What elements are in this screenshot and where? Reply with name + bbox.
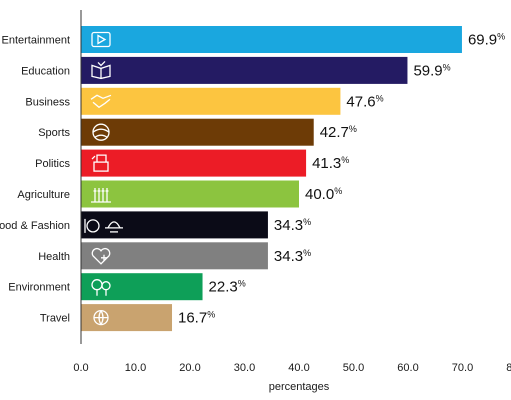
category-label: Sports: [38, 127, 70, 139]
x-tick-label: 20.0: [179, 362, 200, 374]
category-label: Food & Fashion: [0, 220, 70, 232]
category-label: Health: [38, 251, 70, 263]
bar: [81, 242, 268, 270]
value-label: 41.3%: [312, 155, 349, 172]
category-label: Environment: [8, 282, 70, 294]
heart-plus-icon: [91, 247, 111, 265]
x-tick-label: 10.0: [125, 362, 146, 374]
handshake-icon: [90, 94, 112, 109]
x-ticks-group: 0.0 10.0 20.0 30.0 40.0 50.0 60.0 70.0 80.0: [73, 362, 511, 374]
x-tick-label: 40.0: [288, 362, 309, 374]
trees-icon: [91, 279, 111, 296]
x-tick-label: 50.0: [343, 362, 364, 374]
crops-icon: [91, 188, 111, 203]
value-label: 16.7%: [178, 310, 215, 327]
x-tick-label: 30.0: [234, 362, 255, 374]
book-icon: [91, 60, 111, 80]
value-label: 40.0%: [305, 186, 342, 203]
value-label: 47.6%: [346, 93, 383, 110]
bar: [81, 273, 203, 301]
bars-group: Entertainment 69.9% Education 59.9% Business…: [0, 26, 505, 332]
value-label: 42.7%: [320, 124, 357, 141]
value-label: 34.3%: [274, 217, 311, 234]
podium-icon: [91, 154, 109, 172]
plate-and-hat-icon: [84, 218, 123, 233]
value-label: 69.9%: [468, 32, 505, 49]
bar: [81, 211, 268, 239]
x-axis-title: percentages: [269, 381, 330, 393]
category-label: Politics: [35, 158, 70, 170]
x-tick-label: 70.0: [452, 362, 473, 374]
category-label: Travel: [40, 313, 70, 325]
bar: [81, 56, 408, 84]
passport-icon: [93, 309, 109, 326]
value-label: 22.3%: [209, 279, 246, 296]
category-label: Business: [25, 96, 70, 108]
x-tick-label: 0.0: [73, 362, 88, 374]
bar: [81, 149, 307, 177]
value-label: 34.3%: [274, 248, 311, 265]
category-label: Entertainment: [2, 35, 70, 47]
bar: [81, 87, 341, 115]
category-label: Agriculture: [17, 189, 70, 201]
bar: [81, 26, 462, 53]
x-tick-label: 80.0: [506, 362, 511, 374]
bar: [81, 180, 299, 208]
play-video-icon: [91, 31, 111, 48]
x-tick-label: 60.0: [397, 362, 418, 374]
bar: [81, 118, 314, 146]
ball-icon: [92, 123, 110, 141]
value-label: 59.9%: [413, 62, 450, 79]
category-label: Education: [21, 65, 70, 77]
